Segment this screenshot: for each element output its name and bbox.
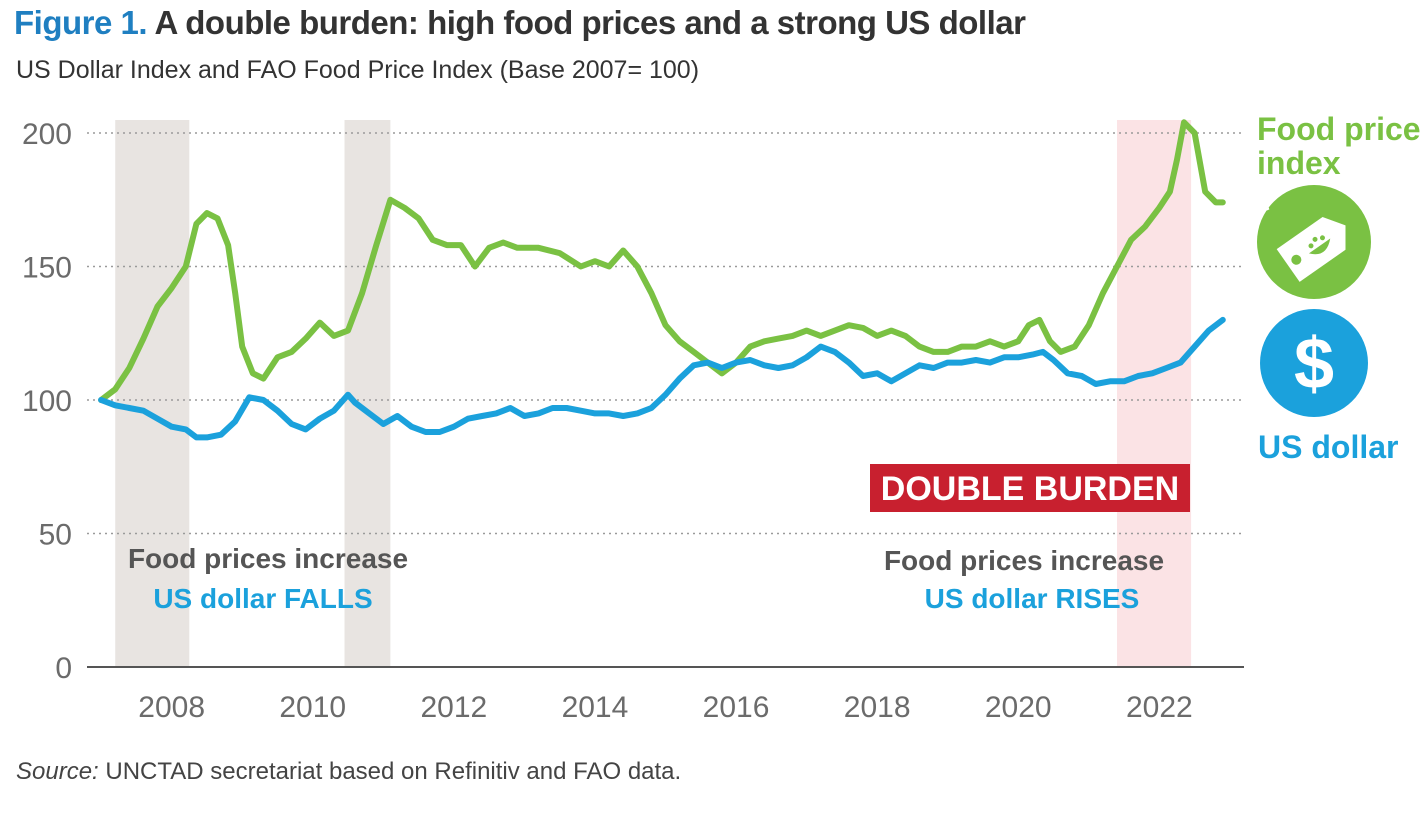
figure-subtitle: US Dollar Index and FAO Food Price Index… bbox=[16, 56, 700, 84]
y-tick-label-150: 150 bbox=[22, 252, 72, 285]
shaded-period-1 bbox=[115, 120, 190, 667]
shaded-period-2 bbox=[344, 120, 391, 667]
legend-food-line1: Food price bbox=[1257, 111, 1421, 147]
y-tick-label-0: 0 bbox=[55, 652, 72, 685]
series-line-food-price-index bbox=[98, 119, 1226, 403]
source-text: UNCTAD secretariat based on Refinitiv an… bbox=[98, 758, 682, 785]
figure-title-text: A double burden: high food prices and a … bbox=[154, 4, 1026, 41]
legend-us-dollar: US dollar bbox=[1258, 429, 1398, 465]
dollar-sign-icon: $ bbox=[1260, 309, 1368, 417]
x-tick-label-2016: 2016 bbox=[703, 691, 770, 724]
double-burden-badge bbox=[870, 464, 1190, 512]
y-tick-label-100: 100 bbox=[22, 385, 72, 418]
source-label: Source: bbox=[16, 758, 99, 785]
double-burden-label: DOUBLE BURDEN bbox=[881, 470, 1179, 508]
series-line-us-dollar bbox=[98, 316, 1226, 441]
source-note: Source: UNCTAD secretariat based on Refi… bbox=[16, 758, 681, 786]
x-tick-label-2018: 2018 bbox=[844, 691, 911, 724]
annotation-right-food: Food prices increase bbox=[884, 545, 1164, 576]
x-tick-label-2014: 2014 bbox=[562, 691, 629, 724]
annotation-left-usd: US dollar FALLS bbox=[153, 583, 372, 614]
x-tick-label-2020: 2020 bbox=[985, 691, 1052, 724]
annotation-left-food: Food prices increase bbox=[128, 543, 408, 574]
annotation-right-usd: US dollar RISES bbox=[925, 583, 1140, 614]
x-axis-ticks: 2008 2010 2012 2014 2016 2018 2020 2022 bbox=[138, 691, 1192, 724]
food-price-tag-icon bbox=[1257, 185, 1371, 299]
x-tick-label-2010: 2010 bbox=[279, 691, 346, 724]
x-tick-label-2022: 2022 bbox=[1126, 691, 1193, 724]
shaded-periods bbox=[115, 120, 1192, 667]
y-axis-ticks: 0 50 100 150 200 bbox=[22, 118, 72, 685]
x-tick-label-2012: 2012 bbox=[420, 691, 487, 724]
gridlines bbox=[87, 132, 1244, 535]
legend-food-line2: index bbox=[1257, 145, 1341, 181]
figure-title: Figure 1. A double burden: high food pri… bbox=[14, 4, 1026, 42]
y-tick-label-200: 200 bbox=[22, 118, 72, 151]
figure-number: Figure 1. bbox=[14, 4, 148, 41]
svg-text:$: $ bbox=[1294, 324, 1334, 404]
y-tick-label-50: 50 bbox=[39, 519, 72, 552]
x-tick-label-2008: 2008 bbox=[138, 691, 205, 724]
